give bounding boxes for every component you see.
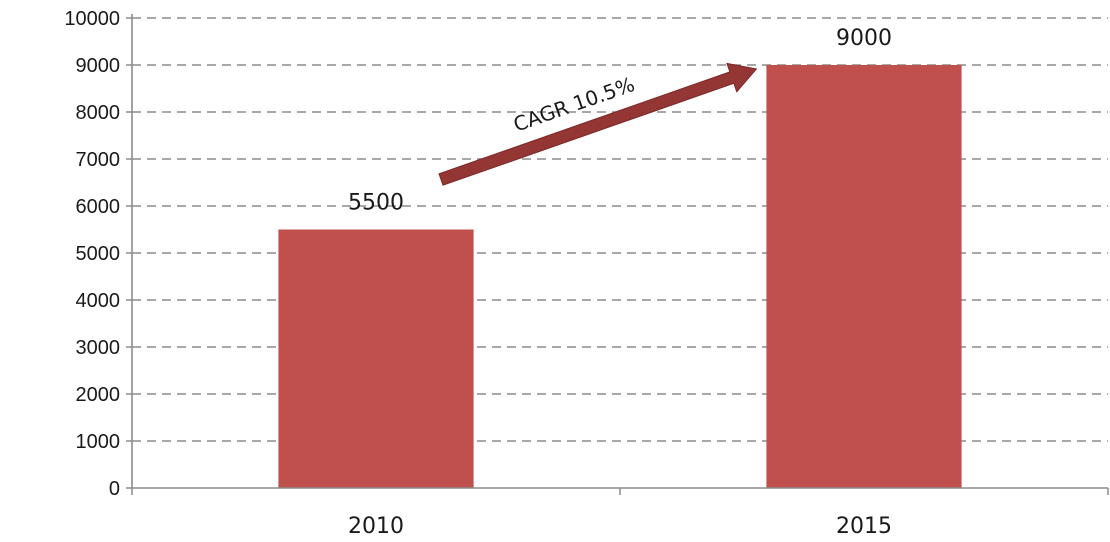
y-tick-label: 3000	[76, 337, 121, 359]
y-tick-label: 10000	[64, 8, 120, 30]
y-tick-label: 1000	[76, 431, 121, 453]
bar	[278, 229, 474, 488]
y-tick-label: 9000	[76, 55, 121, 77]
data-label: 5500	[348, 191, 404, 216]
x-tick-label: 2015	[836, 514, 892, 539]
cagr-annotation: CAGR 10.5%	[438, 62, 758, 186]
y-tick-label: 7000	[76, 149, 121, 171]
y-tick-label: 2000	[76, 384, 121, 406]
y-tick-label: 6000	[76, 196, 121, 218]
bars	[278, 65, 962, 488]
y-tick-label: 0	[109, 478, 120, 500]
axes	[126, 14, 1109, 495]
cagr-arrow	[438, 62, 758, 186]
labels: 0 1000 2000 3000 4000 5000 6000 7000 8000 9000 100…	[64, 8, 892, 539]
y-tick-label: 5000	[76, 243, 121, 265]
x-tick-label: 2010	[348, 514, 404, 539]
y-tick-label: 4000	[76, 290, 121, 312]
bar	[766, 65, 962, 488]
data-label: 9000	[836, 26, 892, 51]
y-tick-label: 8000	[76, 102, 121, 124]
